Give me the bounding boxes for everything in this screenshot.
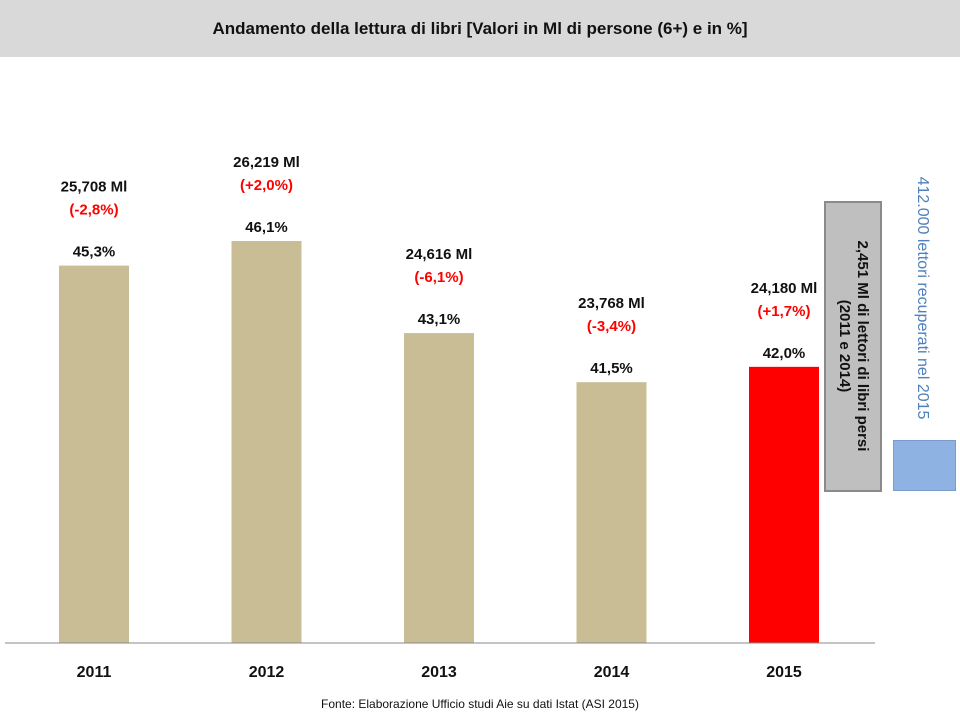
change-label-2012: (+2,0%) — [240, 177, 293, 194]
lost-readers-line1: 2,451 Ml di lettori di libri persi — [854, 240, 871, 452]
value-label-2014: 41,5% — [590, 360, 633, 377]
lost-readers-label: 2,451 Ml di lettori di libri persi (2011… — [835, 206, 871, 486]
x-tick-2015: 2015 — [766, 664, 802, 681]
change-label-2015: (+1,7%) — [758, 303, 811, 320]
lost-readers-line2: (2011 e 2014) — [836, 299, 853, 393]
count-label-2011: 25,708 Ml — [61, 179, 128, 196]
change-label-2011: (-2,8%) — [69, 202, 118, 219]
x-tick-2012: 2012 — [249, 664, 285, 681]
x-tick-2013: 2013 — [421, 664, 457, 681]
count-label-2014: 23,768 Ml — [578, 295, 645, 312]
value-label-2013: 43,1% — [418, 311, 461, 328]
lost-readers-box — [824, 201, 882, 492]
bar-2012 — [231, 241, 302, 643]
chart-title: Andamento della lettura di libri [Valori… — [212, 19, 748, 38]
recovered-readers-label: 412.000 lettori recuperati nel 2015 — [914, 176, 931, 420]
change-label-2013: (-6,1%) — [414, 269, 463, 286]
bar-2011 — [59, 265, 129, 643]
value-label-2015: 42,0% — [763, 345, 806, 362]
source-note: Fonte: Elaborazione Ufficio studi Aie su… — [321, 697, 639, 711]
bar-2013 — [404, 333, 474, 643]
value-label-2012: 46,1% — [245, 219, 288, 236]
count-label-2013: 24,616 Ml — [406, 246, 473, 263]
value-label-2011: 45,3% — [73, 244, 116, 261]
count-label-2015: 24,180 Ml — [751, 280, 818, 297]
x-tick-2011: 2011 — [77, 664, 112, 681]
x-tick-2014: 2014 — [594, 664, 630, 681]
change-label-2014: (-3,4%) — [587, 318, 636, 335]
bar-2014 — [576, 382, 647, 643]
recovered-readers-box — [893, 440, 956, 491]
title-bar — [0, 0, 960, 57]
bar-2015 — [749, 366, 819, 643]
count-label-2012: 26,219 Ml — [233, 154, 300, 171]
